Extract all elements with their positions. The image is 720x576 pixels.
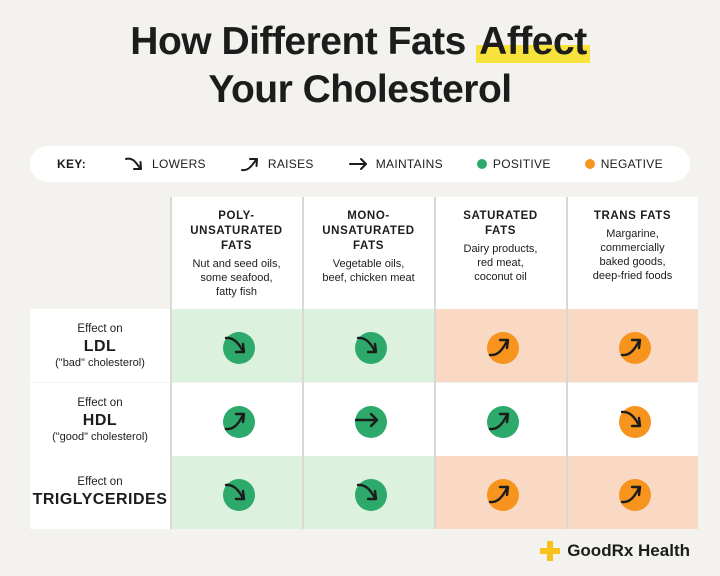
- effect-cell: [171, 383, 302, 456]
- key-positive: POSITIVE: [476, 157, 551, 171]
- effect-cell: [567, 383, 698, 456]
- raises-positive-icon: [486, 405, 519, 438]
- row-effect-text: Effect on: [77, 396, 123, 409]
- effect-cell: [567, 456, 698, 529]
- row-name: LDL: [83, 337, 117, 355]
- lowers-positive-icon: [222, 331, 255, 364]
- raises-negative-icon: [486, 331, 519, 364]
- brand-logo: GoodRx Health: [539, 540, 690, 562]
- effect-cell: [171, 309, 302, 382]
- raises-negative-icon: [618, 478, 651, 511]
- lowers-negative-icon: [618, 405, 651, 438]
- column-divider: [170, 197, 172, 529]
- column-divider: [302, 197, 304, 529]
- column-name: TRANS FATS: [593, 210, 672, 222]
- column-description: Dairy products, red meat, coconut oil: [463, 243, 538, 283]
- row-effect-text: Effect on: [77, 322, 123, 335]
- column-header: SATURATED FATS Dairy products, red meat, …: [435, 197, 566, 309]
- column-divider: [434, 197, 436, 529]
- column-header: TRANS FATS Margarine, commercially baked …: [567, 197, 698, 309]
- positive-dot-icon: [476, 159, 487, 169]
- effect-cell: [303, 456, 434, 529]
- plus-icon: [540, 541, 561, 561]
- effects-table: POLY- UNSATURATED FATS Nut and seed oils,…: [30, 197, 698, 529]
- row-label-triglycerides: Effect on TRIGLYCERIDES: [30, 456, 170, 529]
- brand-name: GoodRx Health: [567, 541, 690, 560]
- column-name: SATURATED FATS: [463, 210, 538, 237]
- column-header: MONO- UNSATURATED FATS Vegetable oils, be…: [303, 197, 434, 309]
- negative-dot-icon: [584, 159, 595, 169]
- lowers-positive-icon: [354, 331, 387, 364]
- maintains-positive-icon: [354, 405, 387, 438]
- key-label: KEY:: [57, 157, 86, 171]
- title-highlight: Affect: [476, 20, 590, 63]
- key-maintains: MAINTAINS: [348, 155, 443, 173]
- row-label-ldl: Effect on LDL ("bad" cholesterol): [30, 309, 170, 382]
- row-subtitle: ("good" cholesterol): [52, 430, 148, 443]
- effect-cell: [303, 383, 434, 456]
- effect-cell: [435, 309, 566, 382]
- row-effect-text: Effect on: [77, 476, 123, 488]
- effect-cell: [435, 383, 566, 456]
- row-name: TRIGLYCERIDES: [32, 491, 168, 508]
- page-title: How Different Fats Affect Your Cholester…: [0, 18, 720, 114]
- effect-cell: [567, 309, 698, 382]
- column-divider: [566, 197, 568, 529]
- row-name: HDL: [82, 411, 118, 429]
- column-name: POLY- UNSATURATED FATS: [190, 210, 283, 252]
- lowers-positive-icon: [222, 478, 255, 511]
- title-line-1: How Different Fats Affect: [0, 18, 720, 66]
- key-negative: NEGATIVE: [584, 157, 663, 171]
- raises-arrow-icon: [240, 158, 258, 172]
- effect-cell: [435, 456, 566, 529]
- raises-positive-icon: [222, 405, 255, 438]
- column-description: Margarine, commercially baked goods, dee…: [592, 228, 673, 282]
- legend-key: KEY: LOWERS RAISES MAINTAINS POSITIVE NE…: [30, 146, 690, 182]
- effect-cell: [303, 309, 434, 382]
- effect-cell: [171, 456, 302, 529]
- column-description: Vegetable oils, beef, chicken meat: [322, 258, 415, 284]
- key-raises: RAISES: [240, 155, 314, 173]
- row-label-hdl: Effect on HDL ("good" cholesterol): [30, 383, 170, 456]
- maintains-arrow-icon: [348, 158, 367, 170]
- column-name: MONO- UNSATURATED FATS: [322, 210, 415, 252]
- lowers-arrow-icon: [125, 157, 143, 170]
- title-line-2: Your Cholesterol: [208, 68, 512, 111]
- column-header: POLY- UNSATURATED FATS Nut and seed oils,…: [171, 197, 302, 309]
- column-description: Nut and seed oils, some seafood, fatty f…: [192, 258, 281, 298]
- key-lowers: LOWERS: [124, 155, 206, 173]
- raises-negative-icon: [618, 331, 651, 364]
- row-subtitle: ("bad" cholesterol): [55, 356, 145, 369]
- raises-negative-icon: [486, 478, 519, 511]
- lowers-positive-icon: [354, 478, 387, 511]
